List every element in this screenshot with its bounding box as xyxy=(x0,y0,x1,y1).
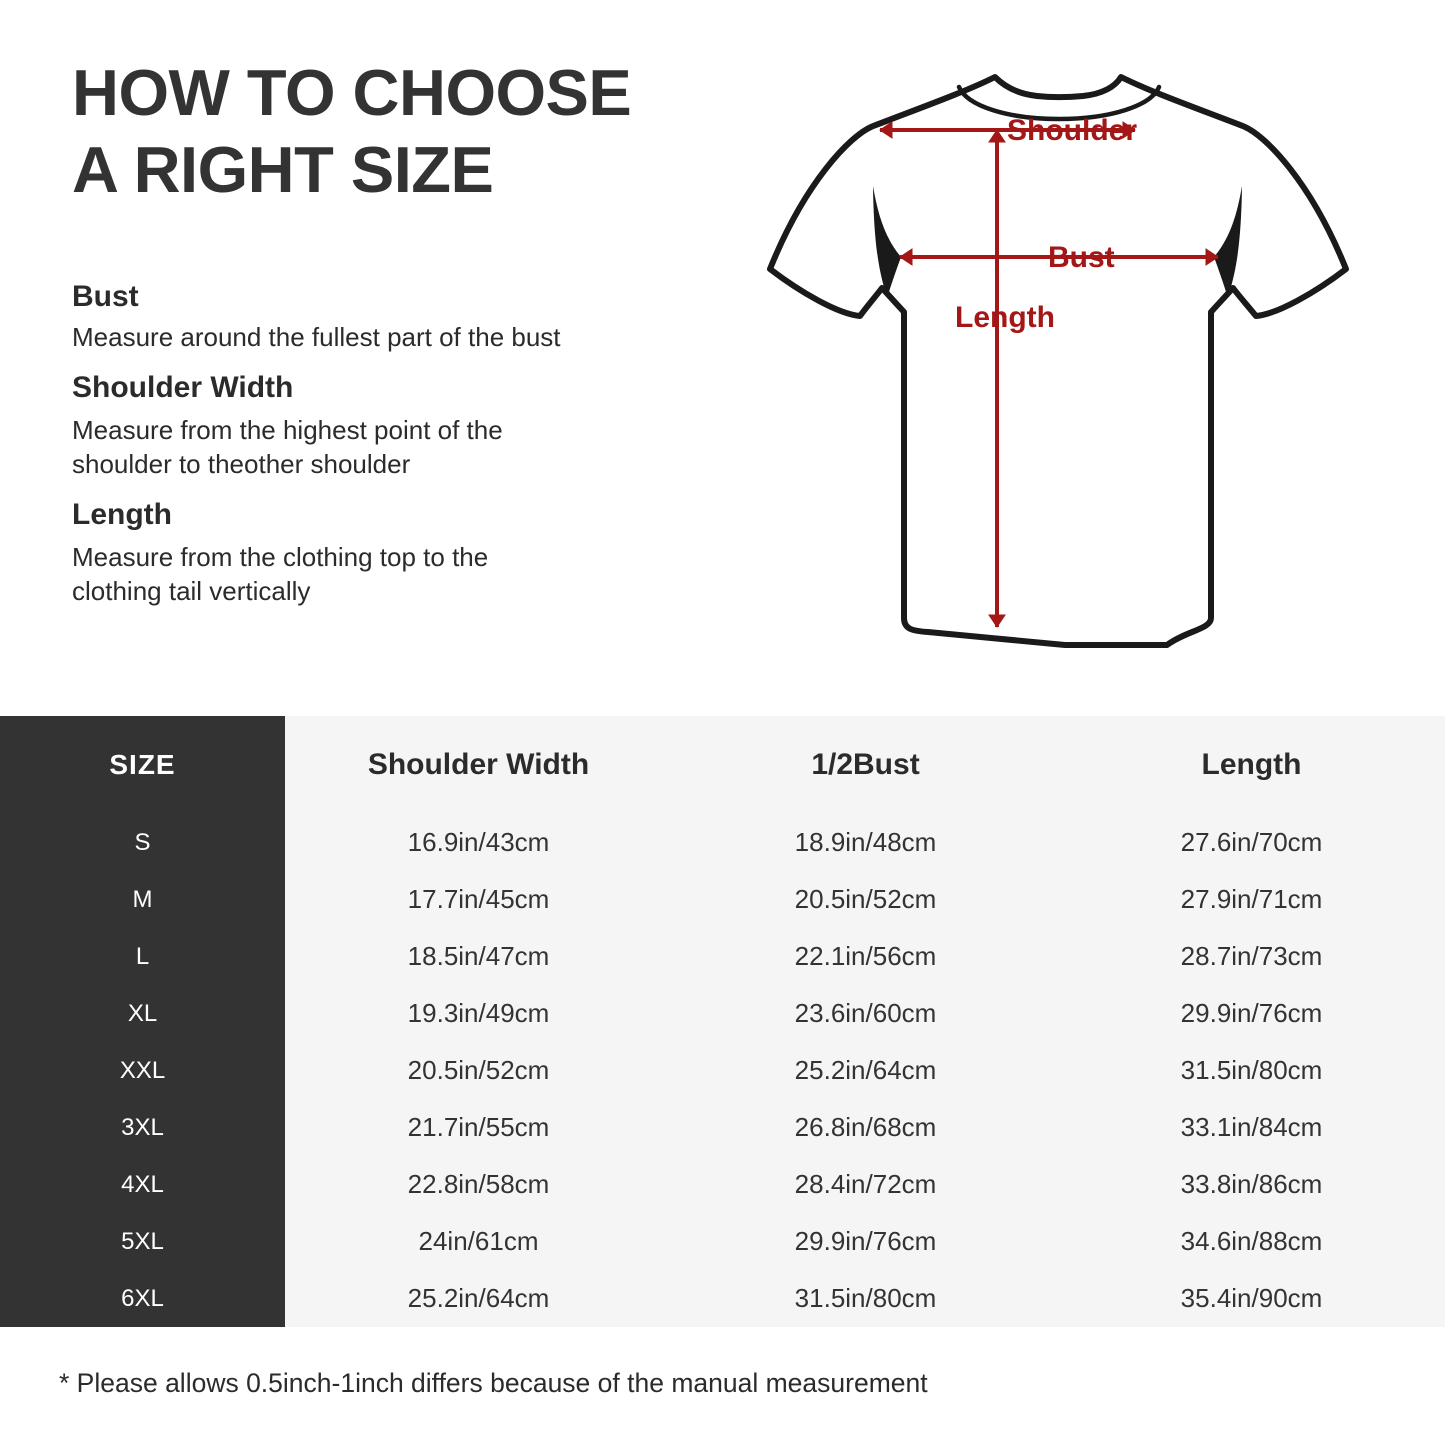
svg-text:Bust: Bust xyxy=(1048,241,1115,274)
svg-text:Length: Length xyxy=(955,301,1055,334)
svg-text:Shoulder: Shoulder xyxy=(1007,114,1137,147)
